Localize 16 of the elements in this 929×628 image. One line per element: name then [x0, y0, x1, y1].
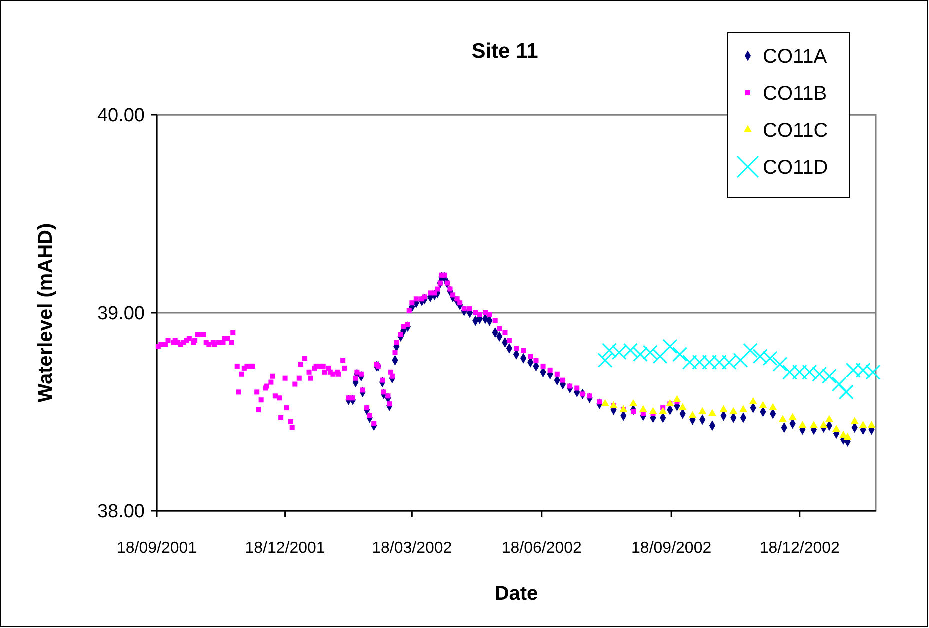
- x-tick-label: 18/12/2001: [245, 540, 326, 557]
- legend-label: CO11D: [763, 157, 828, 179]
- x-axis-title: Date: [494, 583, 538, 605]
- legend-label: CO11C: [763, 120, 828, 142]
- x-tick-label: 18/09/2002: [632, 540, 712, 557]
- legend-label: CO11B: [763, 83, 828, 105]
- y-tick-label: 38.00: [97, 502, 145, 523]
- x-tick-label: 18/03/2002: [372, 540, 452, 557]
- y-tick-label: 39.00: [97, 304, 145, 325]
- y-tick-label: 40.00: [97, 106, 145, 127]
- x-tick-label: 18/06/2002: [502, 540, 582, 557]
- x-tick-label: 18/09/2001: [116, 540, 198, 557]
- legend-label: CO11A: [763, 46, 828, 68]
- chart-title: Site 11: [472, 40, 539, 63]
- y-axis-title: Waterlevel (mAHD): [35, 223, 57, 403]
- x-tick-label: 18/12/2002: [760, 540, 840, 557]
